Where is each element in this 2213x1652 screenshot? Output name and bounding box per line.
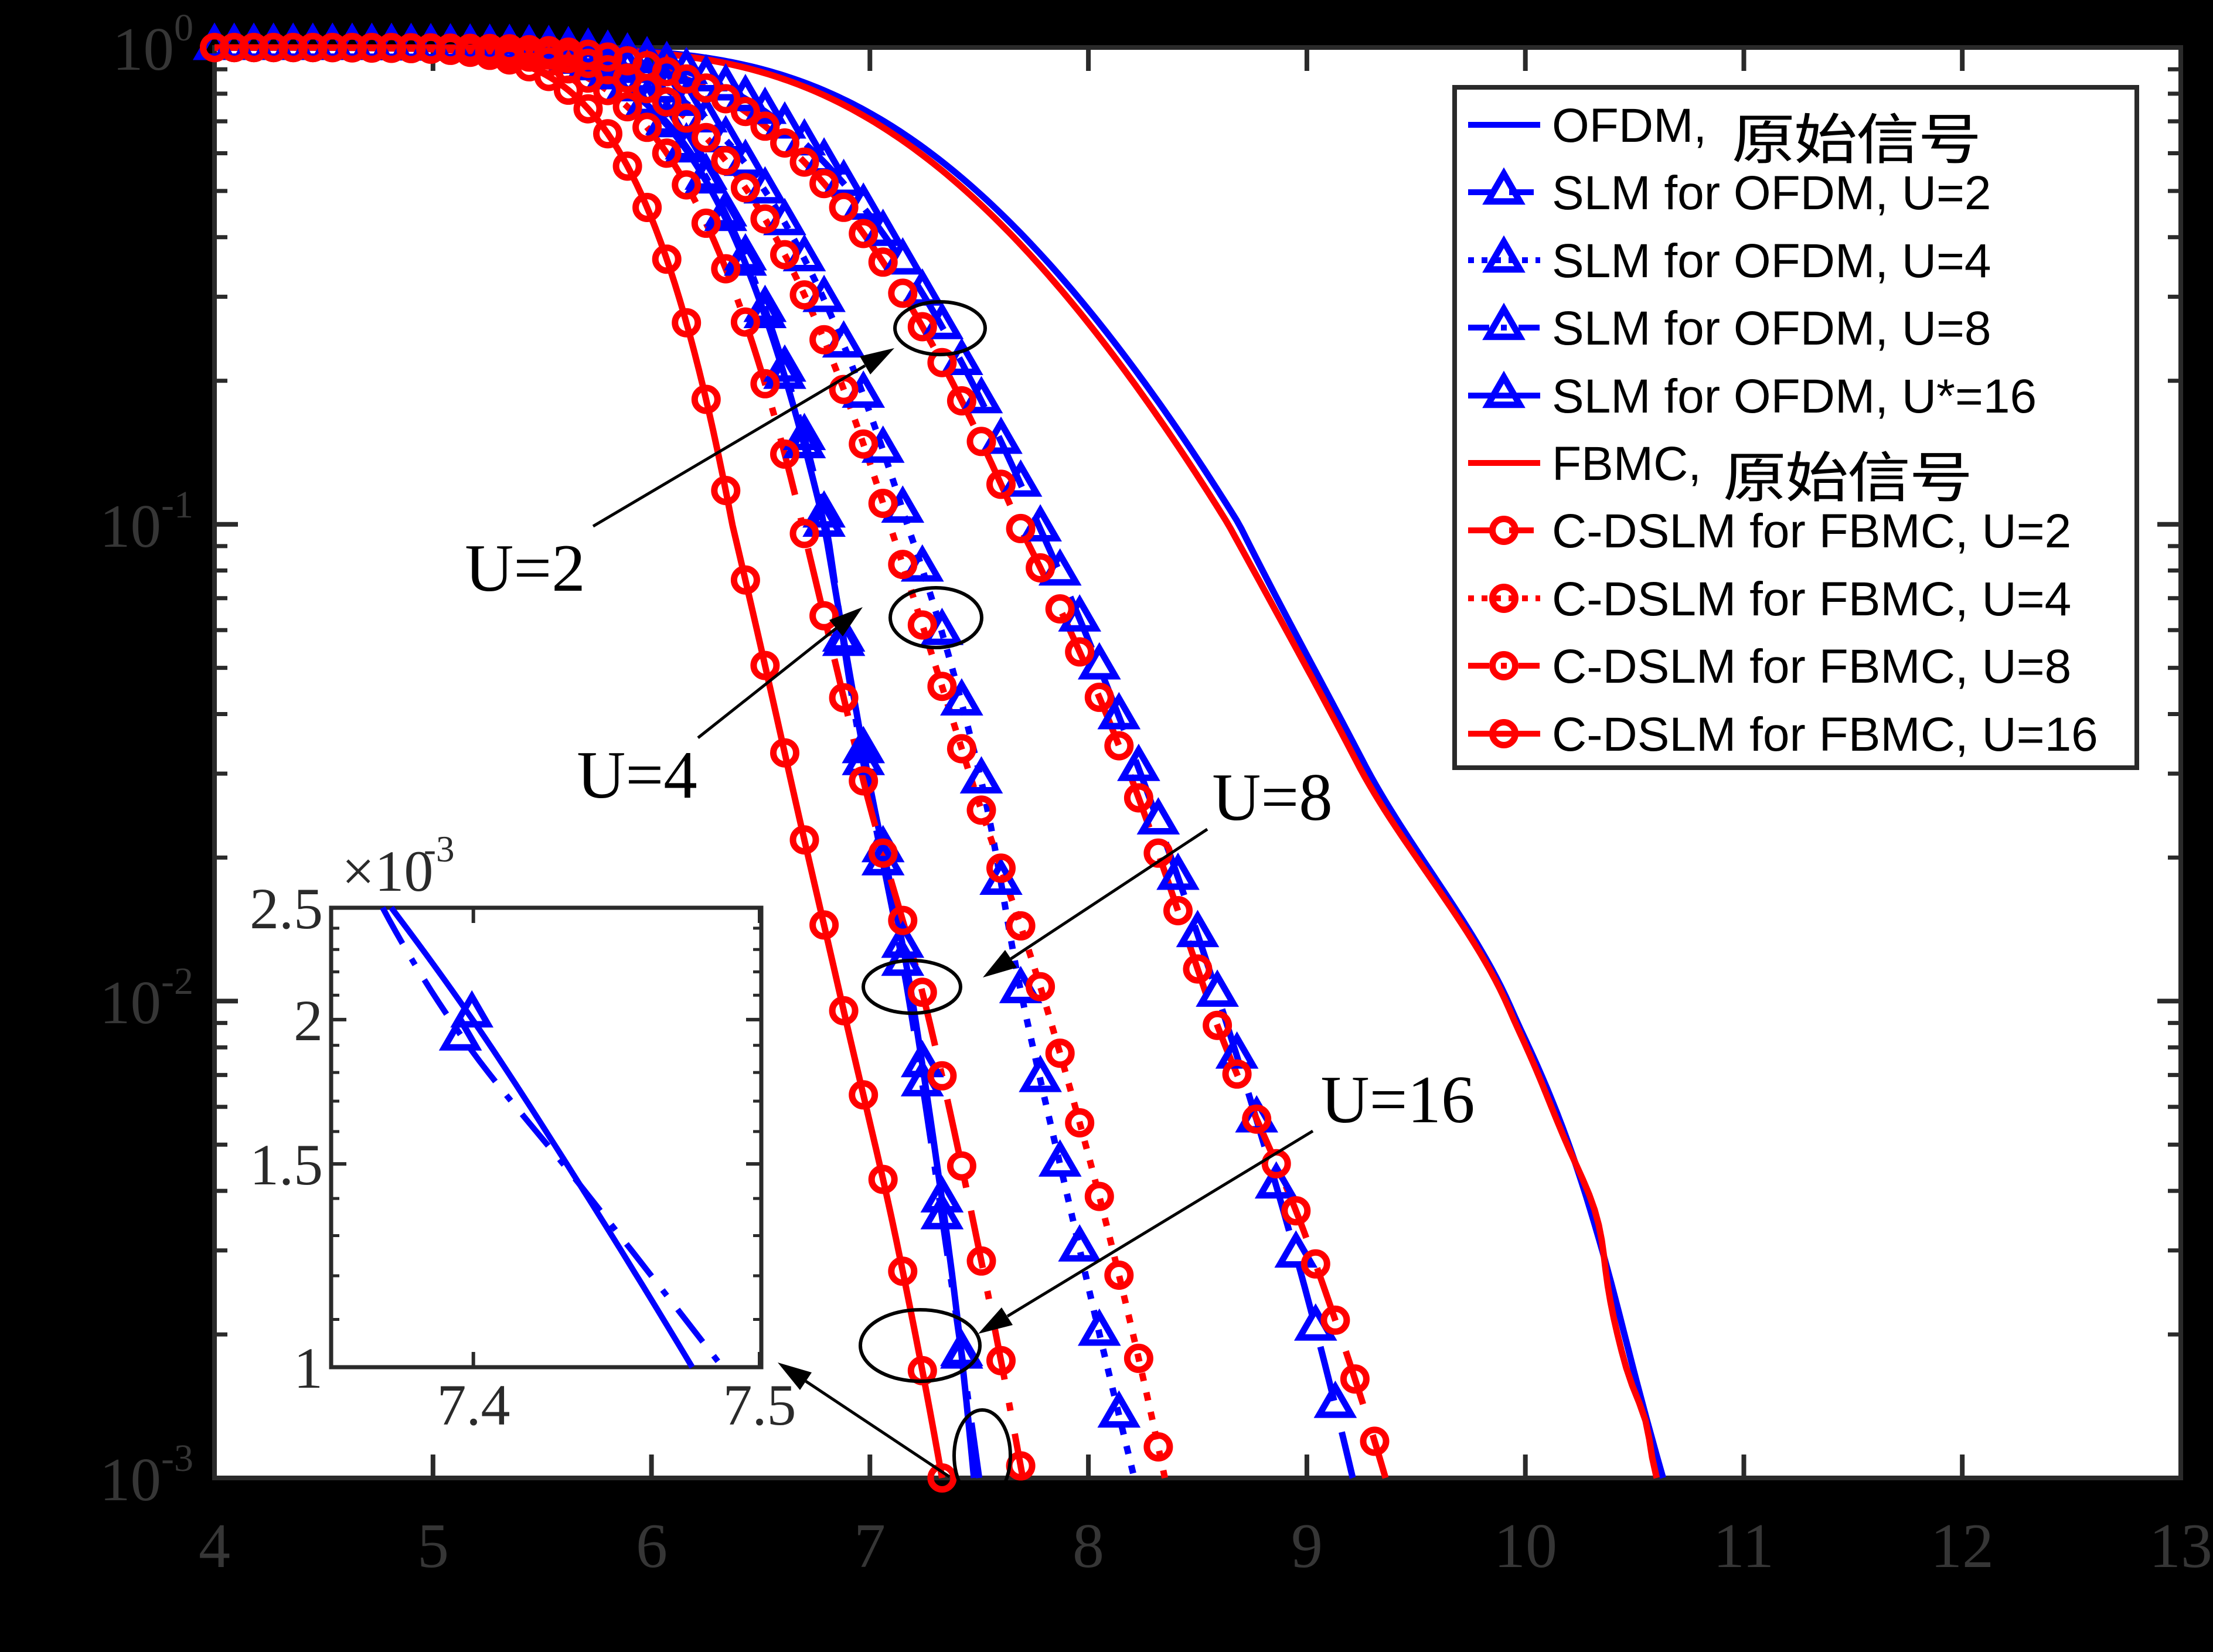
svg-text:-3: -3 — [424, 829, 454, 870]
svg-text:OFDM,: OFDM, — [1552, 99, 1707, 152]
svg-text:10: 10 — [100, 492, 161, 560]
svg-text:SLM for OFDM, U=2: SLM for OFDM, U=2 — [1552, 166, 1991, 220]
svg-text:7: 7 — [854, 1511, 886, 1581]
svg-text:4: 4 — [199, 1511, 230, 1581]
svg-text:FBMC,: FBMC, — [1552, 437, 1701, 491]
svg-text:C-DSLM for FBMC, U=4: C-DSLM for FBMC, U=4 — [1552, 573, 2071, 626]
svg-text:U=8: U=8 — [1212, 760, 1332, 834]
svg-text:10: 10 — [100, 1445, 161, 1514]
svg-text:2.5: 2.5 — [250, 876, 323, 941]
svg-text:13: 13 — [2149, 1511, 2212, 1581]
svg-text:C-DSLM for FBMC, U=8: C-DSLM for FBMC, U=8 — [1552, 640, 2071, 693]
svg-text:×10: ×10 — [342, 839, 433, 904]
svg-text:1: 1 — [294, 1336, 323, 1401]
svg-text:2: 2 — [294, 988, 323, 1053]
svg-text:10: 10 — [1494, 1511, 1557, 1581]
svg-text:11: 11 — [1713, 1511, 1774, 1581]
svg-text:C-DSLM for FBMC, U=16: C-DSLM for FBMC, U=16 — [1552, 708, 2098, 761]
svg-text:8: 8 — [1073, 1511, 1104, 1581]
svg-text:1.5: 1.5 — [250, 1132, 323, 1197]
svg-text:12: 12 — [1931, 1511, 1994, 1581]
svg-text:10: 10 — [100, 968, 161, 1037]
svg-text:U=2: U=2 — [465, 531, 585, 605]
svg-text:SLM for OFDM, U*=16: SLM for OFDM, U*=16 — [1552, 370, 2037, 423]
svg-text:6: 6 — [636, 1511, 668, 1581]
svg-text:-2: -2 — [161, 960, 193, 1003]
svg-text:0: 0 — [174, 6, 193, 49]
svg-text:7.5: 7.5 — [723, 1372, 796, 1438]
svg-text:-1: -1 — [161, 483, 193, 526]
svg-text:-3: -3 — [161, 1437, 193, 1480]
svg-text:5: 5 — [417, 1511, 449, 1581]
svg-text:7.4: 7.4 — [437, 1372, 510, 1438]
svg-text:U=4: U=4 — [577, 738, 697, 812]
svg-text:SLM for OFDM, U=8: SLM for OFDM, U=8 — [1552, 302, 1991, 355]
svg-text:10: 10 — [113, 15, 174, 83]
svg-text:9: 9 — [1291, 1511, 1323, 1581]
svg-text:SLM for OFDM, U=4: SLM for OFDM, U=4 — [1552, 234, 1991, 288]
svg-text:U=16: U=16 — [1321, 1062, 1475, 1137]
svg-text:C-DSLM for FBMC, U=2: C-DSLM for FBMC, U=2 — [1552, 505, 2071, 558]
